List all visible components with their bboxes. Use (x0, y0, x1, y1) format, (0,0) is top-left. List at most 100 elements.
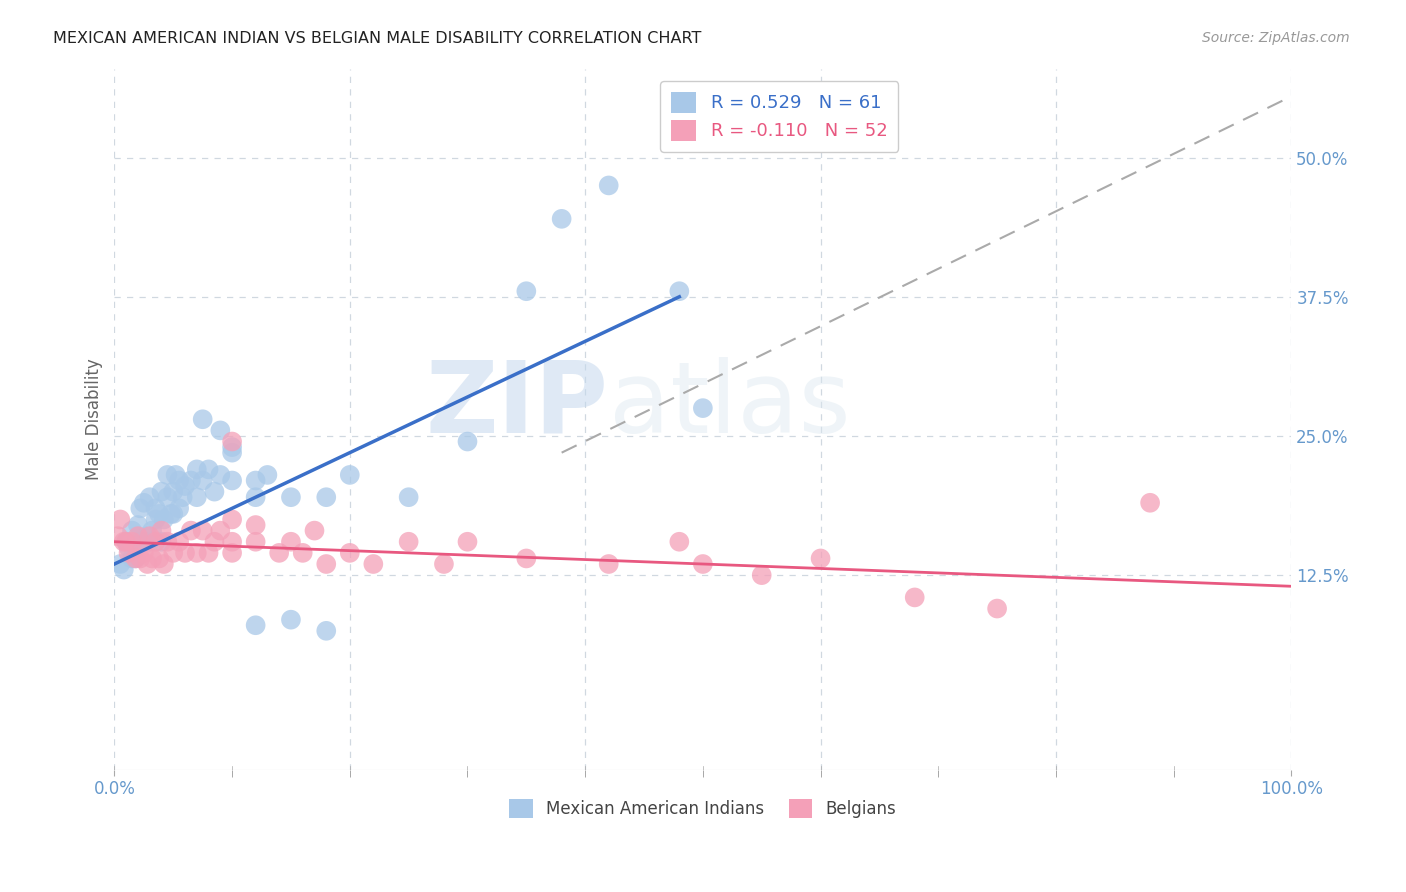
Point (668, 534, 690, 549)
Point (304, 524, 326, 538)
Point (186, 546, 208, 560)
Point (204, 534, 226, 549)
Point (112, 534, 135, 549)
Point (141, 551, 163, 566)
Point (162, 507, 184, 521)
Point (150, 484, 173, 499)
Point (186, 490, 208, 504)
Point (136, 557, 159, 571)
Point (156, 534, 179, 549)
Point (280, 613, 302, 627)
Point (165, 467, 187, 482)
Point (904, 591, 927, 605)
Point (180, 474, 202, 488)
Point (110, 512, 132, 526)
Point (136, 529, 159, 543)
Point (167, 474, 190, 488)
Point (129, 501, 152, 516)
Point (515, 551, 537, 566)
Point (398, 490, 420, 504)
Point (692, 401, 714, 416)
Point (433, 557, 456, 571)
Point (162, 484, 184, 499)
Point (138, 529, 160, 543)
Point (221, 512, 243, 526)
Point (221, 445, 243, 459)
Point (221, 434, 243, 449)
Point (245, 474, 267, 488)
Point (150, 534, 173, 549)
Point (515, 284, 537, 298)
Point (398, 534, 420, 549)
Point (280, 490, 302, 504)
Point (148, 551, 170, 566)
Point (156, 490, 179, 504)
Point (668, 284, 690, 298)
Point (138, 490, 160, 504)
Text: MEXICAN AMERICAN INDIAN VS BELGIAN MALE DISABILITY CORRELATION CHART: MEXICAN AMERICAN INDIAN VS BELGIAN MALE … (53, 31, 702, 46)
Point (810, 551, 832, 566)
Point (986, 601, 1008, 615)
Point (107, 529, 129, 543)
Point (132, 546, 155, 560)
Point (145, 534, 167, 549)
Point (167, 501, 190, 516)
Point (124, 551, 146, 566)
Point (245, 490, 267, 504)
Point (456, 434, 478, 449)
Point (121, 551, 143, 566)
Point (167, 534, 190, 549)
Point (138, 534, 160, 549)
Point (174, 479, 197, 493)
Point (197, 462, 219, 476)
Point (186, 462, 208, 476)
Point (129, 534, 152, 549)
Point (132, 496, 155, 510)
Point (315, 490, 337, 504)
Point (221, 534, 243, 549)
Point (315, 557, 337, 571)
Point (363, 557, 385, 571)
Point (221, 474, 243, 488)
Point (153, 557, 176, 571)
Point (221, 440, 243, 454)
Point (315, 624, 337, 638)
Point (256, 467, 278, 482)
Point (117, 546, 139, 560)
Text: Source: ZipAtlas.com: Source: ZipAtlas.com (1202, 31, 1350, 45)
Point (191, 412, 214, 426)
Point (550, 211, 572, 226)
Point (117, 541, 139, 555)
Point (174, 546, 197, 560)
Point (115, 534, 138, 549)
Point (141, 524, 163, 538)
Point (209, 424, 232, 438)
Point (339, 546, 361, 560)
Point (145, 501, 167, 516)
Point (148, 507, 170, 521)
Text: ZIP: ZIP (426, 357, 609, 454)
Point (209, 524, 232, 538)
Point (245, 618, 267, 632)
Point (127, 534, 149, 549)
Point (280, 534, 302, 549)
Point (145, 512, 167, 526)
Point (1139, 496, 1161, 510)
Point (197, 546, 219, 560)
Point (692, 557, 714, 571)
Text: atlas: atlas (609, 357, 851, 454)
Y-axis label: Male Disability: Male Disability (86, 359, 103, 480)
Point (115, 534, 138, 549)
Point (204, 484, 226, 499)
Point (269, 546, 291, 560)
Legend: Mexican American Indians, Belgians: Mexican American Indians, Belgians (502, 792, 903, 825)
Point (160, 507, 183, 521)
Point (156, 467, 179, 482)
Point (162, 546, 184, 560)
Point (191, 474, 214, 488)
Point (456, 534, 478, 549)
Point (339, 467, 361, 482)
Point (153, 512, 176, 526)
Point (180, 524, 202, 538)
Point (112, 563, 135, 577)
